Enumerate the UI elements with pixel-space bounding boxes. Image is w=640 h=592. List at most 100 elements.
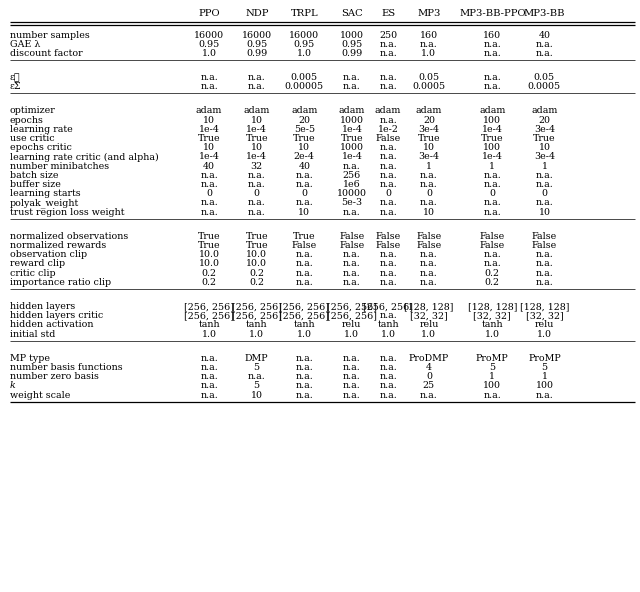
Text: n.a.: n.a.	[380, 250, 397, 259]
Text: n.a.: n.a.	[296, 278, 313, 287]
Text: 0: 0	[541, 189, 547, 198]
Text: 16000: 16000	[242, 31, 272, 40]
Text: ProMP: ProMP	[528, 354, 561, 363]
Text: 1e-4: 1e-4	[246, 125, 267, 134]
Text: 40: 40	[538, 31, 550, 40]
Text: polyak_weight: polyak_weight	[10, 198, 79, 208]
Text: 100: 100	[536, 381, 554, 391]
Text: number basis functions: number basis functions	[10, 363, 123, 372]
Text: adam: adam	[416, 107, 442, 115]
Text: False: False	[339, 232, 365, 241]
Text: 10.0: 10.0	[198, 250, 220, 259]
Text: 5e-3: 5e-3	[341, 198, 362, 208]
Text: 5: 5	[489, 363, 495, 372]
Text: n.a.: n.a.	[420, 278, 438, 287]
Text: εΣ: εΣ	[10, 82, 22, 91]
Text: 0: 0	[426, 189, 432, 198]
Text: 100: 100	[483, 381, 501, 391]
Text: n.a.: n.a.	[420, 250, 438, 259]
Text: n.a.: n.a.	[200, 372, 218, 381]
Text: n.a.: n.a.	[483, 250, 501, 259]
Text: 10: 10	[203, 115, 215, 125]
Text: n.a.: n.a.	[483, 49, 501, 58]
Text: 0.005: 0.005	[291, 73, 318, 82]
Text: [256, 256]: [256, 256]	[327, 311, 377, 320]
Text: False: False	[376, 232, 401, 241]
Text: weight scale: weight scale	[10, 391, 70, 400]
Text: n.a.: n.a.	[380, 115, 397, 125]
Text: 10.0: 10.0	[246, 259, 268, 269]
Text: 0.05: 0.05	[419, 73, 440, 82]
Text: False: False	[339, 241, 365, 250]
Text: n.a.: n.a.	[343, 82, 361, 91]
Text: 0.2: 0.2	[249, 269, 264, 278]
Text: relu: relu	[342, 320, 362, 330]
Text: relu: relu	[534, 320, 554, 330]
Text: n.a.: n.a.	[380, 363, 397, 372]
Text: n.a.: n.a.	[380, 311, 397, 320]
Text: n.a.: n.a.	[296, 372, 313, 381]
Text: 10: 10	[251, 143, 263, 152]
Text: MP3-BB-PPO: MP3-BB-PPO	[459, 9, 525, 18]
Text: n.a.: n.a.	[483, 259, 501, 269]
Text: 1.0: 1.0	[297, 330, 312, 339]
Text: 1.0: 1.0	[421, 49, 436, 58]
Text: 10: 10	[298, 208, 310, 217]
Text: 10: 10	[251, 391, 263, 400]
Text: 10.0: 10.0	[246, 250, 268, 259]
Text: epochs critic: epochs critic	[10, 143, 72, 152]
Text: ES: ES	[381, 9, 395, 18]
Text: εᵭ: εᵭ	[10, 73, 20, 82]
Text: 1e-4: 1e-4	[246, 153, 267, 162]
Text: n.a.: n.a.	[248, 208, 266, 217]
Text: 32: 32	[251, 162, 263, 170]
Text: n.a.: n.a.	[343, 208, 361, 217]
Text: True: True	[245, 241, 268, 250]
Text: trust region loss weight: trust region loss weight	[10, 208, 125, 217]
Text: True: True	[245, 232, 268, 241]
Text: n.a.: n.a.	[296, 391, 313, 400]
Text: True: True	[198, 241, 221, 250]
Text: [32, 32]: [32, 32]	[410, 311, 448, 320]
Text: n.a.: n.a.	[200, 198, 218, 208]
Text: n.a.: n.a.	[420, 269, 438, 278]
Text: 10: 10	[298, 143, 310, 152]
Text: normalized rewards: normalized rewards	[10, 241, 106, 250]
Text: 25: 25	[423, 381, 435, 391]
Text: 1.0: 1.0	[421, 330, 436, 339]
Text: reward clip: reward clip	[10, 259, 65, 269]
Text: 1000: 1000	[340, 31, 364, 40]
Text: n.a.: n.a.	[343, 372, 361, 381]
Text: tanh: tanh	[378, 320, 399, 330]
Text: 4: 4	[426, 363, 432, 372]
Text: n.a.: n.a.	[483, 391, 501, 400]
Text: False: False	[416, 232, 442, 241]
Text: n.a.: n.a.	[343, 250, 361, 259]
Text: ProMP: ProMP	[476, 354, 509, 363]
Text: 256: 256	[343, 171, 361, 180]
Text: n.a.: n.a.	[248, 82, 266, 91]
Text: 1e-4: 1e-4	[199, 153, 220, 162]
Text: False: False	[532, 232, 557, 241]
Text: [128, 128]: [128, 128]	[468, 302, 517, 311]
Text: 1.0: 1.0	[344, 330, 360, 339]
Text: tanh: tanh	[246, 320, 268, 330]
Text: use critic: use critic	[10, 134, 54, 143]
Text: 1: 1	[541, 372, 547, 381]
Text: 0.99: 0.99	[341, 49, 362, 58]
Text: n.a.: n.a.	[536, 180, 553, 189]
Text: 0: 0	[385, 189, 391, 198]
Text: n.a.: n.a.	[420, 391, 438, 400]
Text: n.a.: n.a.	[536, 269, 553, 278]
Text: False: False	[376, 241, 401, 250]
Text: n.a.: n.a.	[200, 171, 218, 180]
Text: n.a.: n.a.	[380, 269, 397, 278]
Text: 160: 160	[420, 31, 438, 40]
Text: n.a.: n.a.	[380, 82, 397, 91]
Text: adam: adam	[375, 107, 401, 115]
Text: n.a.: n.a.	[536, 198, 553, 208]
Text: 5: 5	[541, 363, 547, 372]
Text: n.a.: n.a.	[296, 198, 313, 208]
Text: 1e6: 1e6	[343, 180, 361, 189]
Text: n.a.: n.a.	[296, 171, 313, 180]
